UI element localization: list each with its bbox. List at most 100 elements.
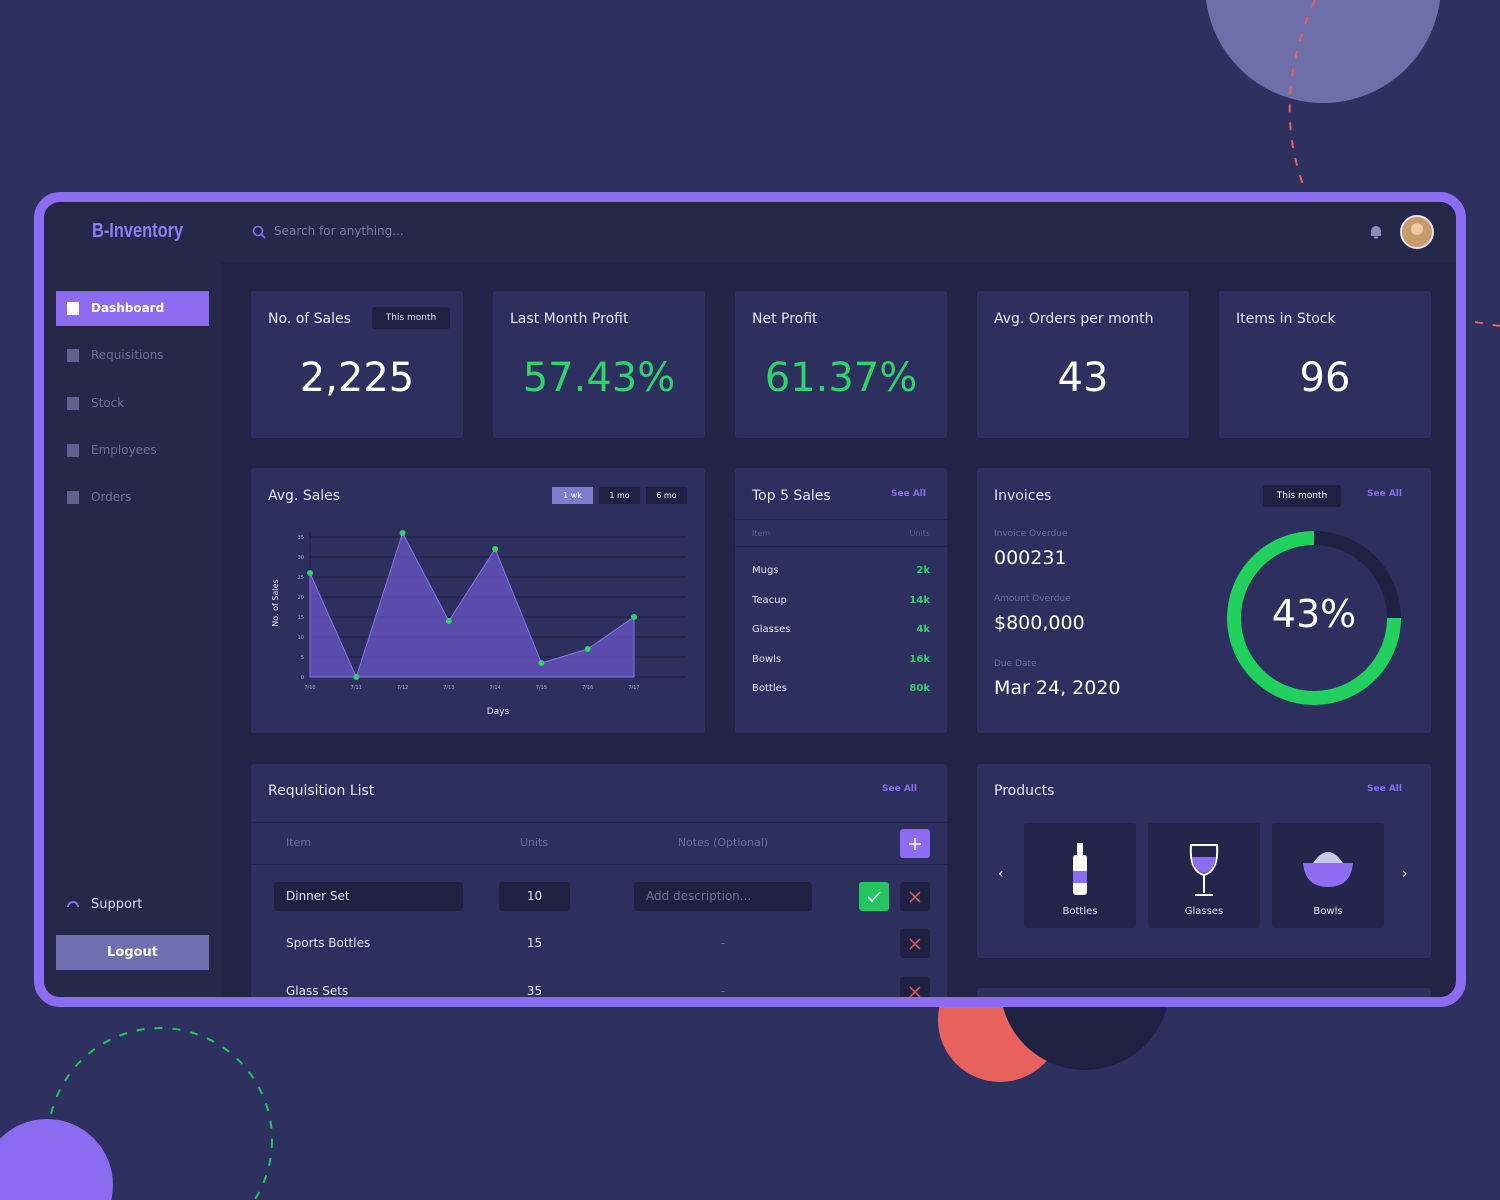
data-point: [445, 618, 452, 624]
product-name: Bowls: [1313, 906, 1343, 917]
see-all[interactable]: See All: [1367, 784, 1402, 794]
delete-button[interactable]: [900, 882, 930, 911]
divider: [735, 546, 947, 547]
app-frame: B-Inventory Search for anything... Logou…: [34, 192, 1466, 1007]
field-label: Invoice Overdue: [994, 529, 1068, 539]
nav-item[interactable]: Stock: [91, 395, 125, 410]
x-tick-label: 7/16: [582, 685, 593, 691]
logout-button[interactable]: Logout: [56, 935, 209, 970]
stat-label: Last Month Profit: [510, 311, 629, 327]
stat-value: 2,225: [299, 355, 415, 401]
stat-value: 43: [1057, 355, 1109, 401]
y-tick-label: 0: [301, 675, 304, 681]
stat-card: [735, 291, 947, 438]
item-name: Mugs: [752, 565, 779, 576]
column-header: Units: [519, 836, 549, 849]
nav-item[interactable]: Orders: [91, 490, 132, 505]
stat-card: [977, 291, 1189, 438]
x-tick-label: 7/15: [536, 685, 547, 691]
stat-value: 96: [1299, 355, 1351, 401]
filter-dropdown[interactable]: This month: [372, 307, 450, 329]
chart-title: Avg. Sales: [268, 488, 341, 504]
delete-button[interactable]: [900, 976, 930, 997]
nav-icon: [67, 349, 79, 363]
x-icon: [909, 986, 921, 997]
nav-icon: [67, 302, 79, 315]
y-tick-label: 10: [298, 635, 304, 641]
row-units: 35: [526, 983, 543, 998]
notification-bell[interactable]: [1368, 224, 1384, 240]
divider: [735, 519, 947, 520]
data-point: [353, 674, 360, 680]
header: [44, 202, 1456, 262]
input-bg[interactable]: [274, 882, 463, 911]
input-bg[interactable]: [499, 882, 570, 911]
range-button[interactable]: 1 wk: [552, 487, 593, 504]
item-units: 14k: [909, 594, 930, 606]
item-name: Bowls: [752, 653, 782, 665]
y-tick-label: 25: [298, 575, 304, 581]
x-icon: [909, 891, 921, 903]
see-all[interactable]: See All: [1367, 489, 1402, 499]
data-point: [538, 660, 545, 666]
nav-item[interactable]: Dashboard: [91, 301, 165, 315]
range-button[interactable]: 1 mo: [599, 487, 640, 504]
stat-card: [493, 291, 705, 438]
field-value: Mar 24, 2020: [994, 677, 1121, 699]
stat-value: 57.43%: [522, 355, 676, 401]
item-units: 80k: [909, 683, 930, 694]
row-units: 15: [526, 936, 543, 951]
field-value: 000231: [994, 547, 1067, 569]
app: B-Inventory Search for anything... Logou…: [44, 202, 1456, 998]
carousel-next[interactable]: ›: [1402, 866, 1408, 882]
x-tick-label: 7/11: [351, 685, 362, 691]
support-icon: [67, 901, 79, 908]
card-title: Invoices: [994, 488, 1052, 504]
product-name: Bottles: [1062, 906, 1098, 917]
support-link[interactable]: Support: [91, 897, 143, 912]
product-tile[interactable]: [1272, 823, 1384, 928]
row-item: Sports Bottles: [286, 936, 371, 951]
requisition-card: [251, 764, 947, 997]
x-icon: [909, 938, 921, 950]
delete-button[interactable]: [900, 929, 930, 959]
y-tick-label: 20: [298, 595, 304, 601]
plus-icon: [909, 838, 921, 850]
filter-dropdown[interactable]: This month: [1263, 485, 1341, 507]
product-tile[interactable]: [1148, 823, 1260, 928]
stat-label: Avg. Orders per month: [994, 311, 1154, 327]
row-notes: -: [720, 936, 726, 951]
product-icon: [1303, 852, 1353, 887]
x-tick-label: 7/10: [304, 685, 315, 691]
y-tick-label: 35: [298, 535, 304, 541]
area-chart: 0 5 10 15 20 25 30 35 7/10 7/11 7/12 7/13 7/14 7/15 7/…: [271, 530, 686, 717]
nav-item[interactable]: Employees: [91, 442, 157, 457]
item-name: Bottles: [752, 683, 787, 694]
field-label: Amount Overdue: [994, 594, 1071, 604]
add-button[interactable]: [900, 829, 930, 858]
next-card: [977, 988, 1431, 997]
x-axis-label: Days: [487, 707, 510, 717]
user-avatar[interactable]: [1400, 215, 1434, 249]
nav-icon: [67, 443, 79, 457]
input-bg[interactable]: [634, 882, 812, 911]
see-all[interactable]: See All: [882, 784, 917, 794]
card-title: Requisition List: [268, 783, 375, 799]
item-units: 2k: [916, 565, 930, 576]
see-all[interactable]: See All: [891, 489, 926, 499]
row-item: Dinner Set: [286, 889, 350, 903]
stat-label: No. of Sales: [268, 311, 351, 327]
y-tick-label: 5: [301, 655, 304, 661]
stat-value: 61.37%: [764, 355, 918, 401]
stat-label: Net Profit: [752, 311, 818, 327]
nav-active-bg: [56, 291, 209, 326]
nav-item[interactable]: Requisitions: [91, 348, 164, 363]
search-input[interactable]: Search for anything...: [274, 224, 404, 238]
ring-label: 43%: [1271, 592, 1357, 636]
x-tick-label: 7/13: [443, 685, 454, 691]
carousel-prev[interactable]: ‹: [998, 866, 1004, 882]
product-tile[interactable]: [1024, 823, 1136, 928]
area: [309, 531, 635, 679]
confirm-button[interactable]: [859, 882, 889, 911]
range-button[interactable]: 6 mo: [646, 487, 687, 504]
